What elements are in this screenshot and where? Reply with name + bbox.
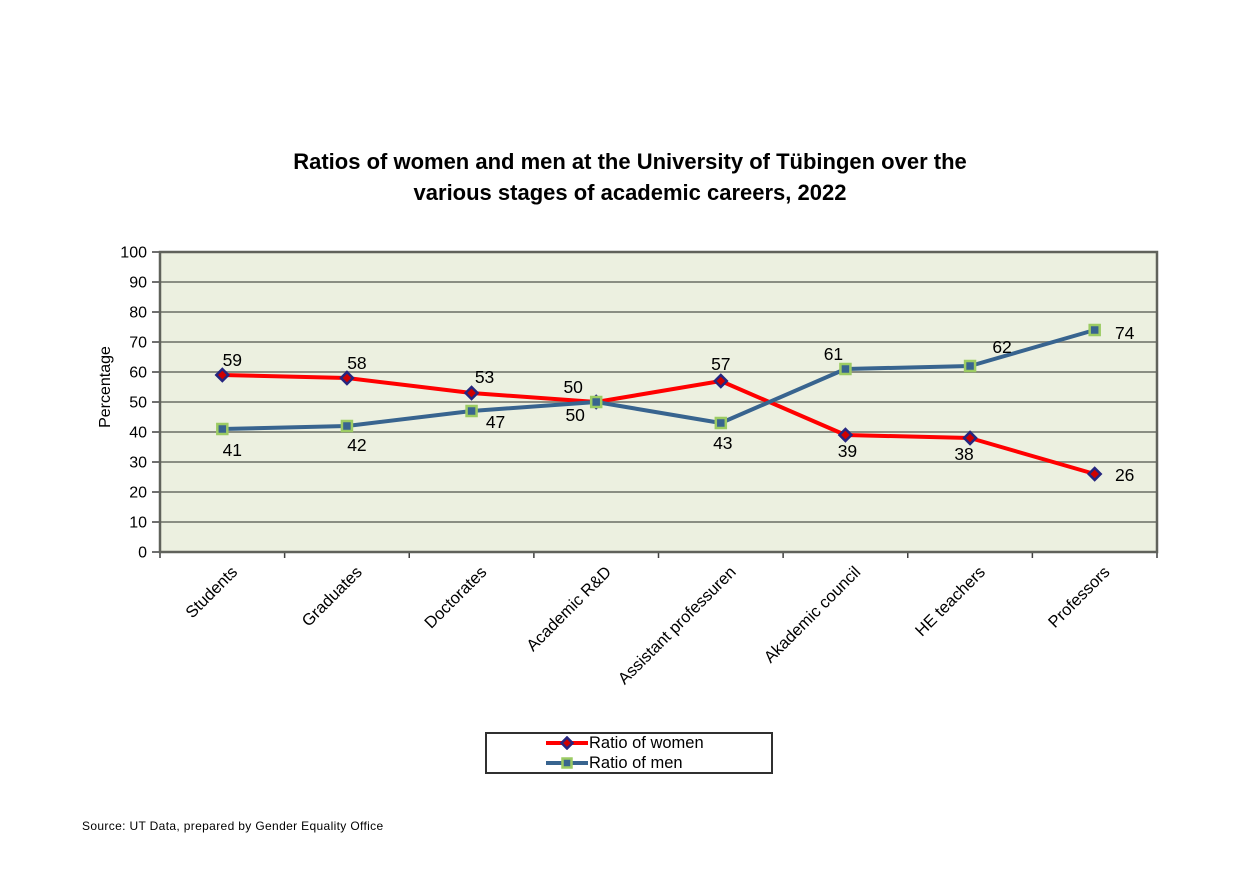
series-line-1	[222, 328, 1096, 431]
data-label: 39	[838, 441, 857, 461]
y-axis-title: Percentage	[97, 346, 114, 428]
data-label: 50	[563, 377, 583, 397]
x-axis-category-label: HE teachers	[912, 563, 989, 640]
data-point-marker-diamond-icon	[214, 367, 231, 383]
data-point-marker-square-icon	[589, 395, 603, 409]
y-axis-tick-label: 70	[129, 335, 147, 352]
x-axis-category-label: Assistant professuren	[615, 563, 740, 688]
plot-border	[158, 250, 1159, 554]
legend-sample-women-line-icon	[546, 736, 588, 750]
source-note: Source: UT Data, prepared by Gender Equa…	[82, 819, 384, 833]
data-label: 58	[347, 353, 366, 373]
data-label: 61	[824, 344, 843, 364]
x-axis-category-label: Graduates	[299, 563, 366, 630]
data-point-marker-square-icon	[216, 422, 229, 436]
y-axis-tick-label: 60	[129, 365, 147, 382]
series-line-0	[222, 373, 1096, 476]
data-label: 26	[1115, 465, 1134, 485]
y-axis-tick-label: 30	[129, 455, 147, 472]
data-label: 41	[223, 440, 242, 460]
data-point-marker-diamond-icon	[559, 736, 575, 750]
data-label: 43	[713, 433, 732, 453]
data-point-marker-square-icon	[714, 416, 728, 430]
legend-sample-men-line-icon	[546, 757, 588, 769]
data-point-marker-square-icon	[963, 359, 977, 373]
y-axis-tick-label: 90	[129, 275, 147, 292]
chart-legend: Ratio of women Ratio of men	[485, 732, 773, 774]
data-label: 57	[711, 354, 730, 374]
legend-label-men: Ratio of men	[589, 754, 683, 772]
y-axis-tick-label: 40	[129, 425, 147, 442]
data-point-marker-square-icon	[839, 362, 852, 376]
data-label: 53	[475, 367, 494, 387]
data-point-marker-square-icon	[465, 404, 478, 418]
y-axis-tick-label: 10	[129, 515, 147, 532]
data-point-marker-diamond-icon	[1086, 466, 1103, 482]
data-point-marker-diamond-icon	[463, 385, 480, 401]
data-point-marker-square-icon	[561, 757, 573, 769]
y-axis-tick-label: 80	[129, 305, 147, 322]
data-point-marker-diamond-icon	[962, 430, 978, 446]
data-label: 38	[954, 444, 973, 464]
data-point-marker-diamond-icon	[339, 370, 355, 386]
chart-title: Ratios of women and men at the Universit…	[0, 146, 1260, 208]
chart-title-line-1: Ratios of women and men at the Universit…	[293, 149, 967, 174]
chart-title-line-2: various stages of academic careers, 2022	[413, 180, 847, 205]
data-point-marker-diamond-icon	[837, 427, 854, 443]
data-label: 59	[223, 350, 242, 370]
data-label: 50	[565, 405, 585, 425]
x-axis-category-label: Academic R&D	[523, 563, 615, 655]
data-label: 74	[1115, 323, 1135, 343]
data-point-marker-square-icon	[1088, 323, 1101, 337]
legend-label-women: Ratio of women	[589, 734, 704, 752]
y-axis-tick-label: 0	[138, 545, 147, 562]
legend-item-men: Ratio of men	[545, 753, 771, 773]
data-label: 47	[486, 412, 505, 432]
x-axis-category-label: Students	[182, 563, 241, 622]
x-axis-category-label: Akademic council	[761, 563, 865, 667]
y-axis-tick-label: 50	[129, 395, 147, 412]
data-point-marker-diamond-icon	[713, 373, 729, 389]
data-label: 62	[992, 337, 1011, 357]
x-axis-category-label: Professors	[1045, 563, 1113, 631]
y-axis-tick-label: 20	[129, 485, 147, 502]
legend-item-women: Ratio of women	[545, 733, 771, 753]
data-point-marker-square-icon	[340, 419, 354, 433]
x-axis-category-label: Doctorates	[421, 563, 490, 632]
y-axis-tick-label: 100	[120, 245, 147, 262]
data-label: 42	[347, 435, 366, 455]
